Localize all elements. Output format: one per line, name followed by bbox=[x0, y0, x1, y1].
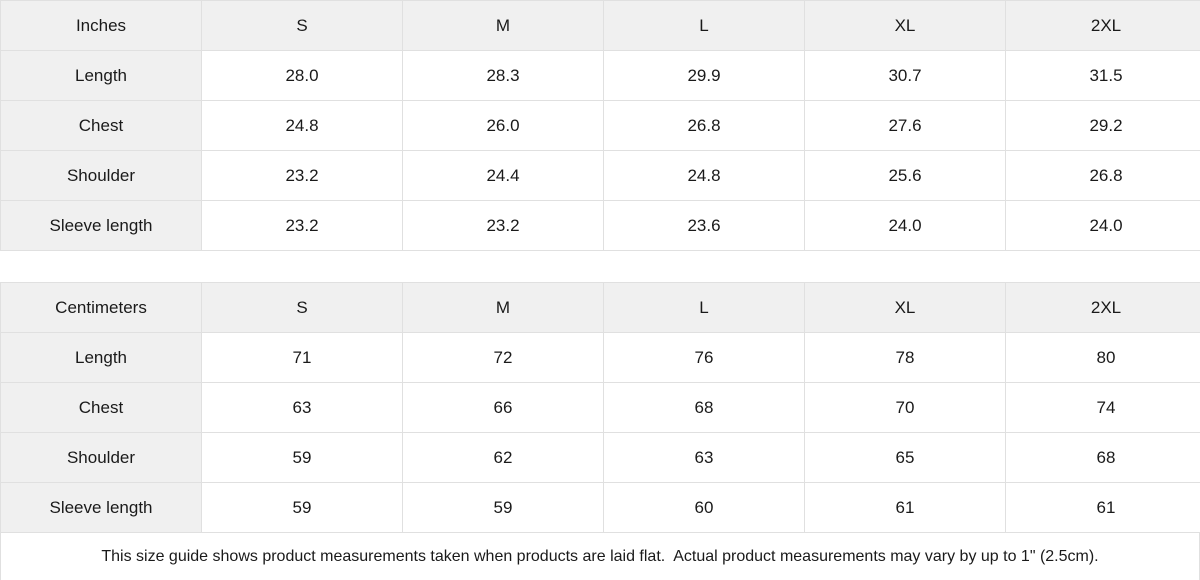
size-table-inches-body: Length 28.0 28.3 29.9 30.7 31.5 Chest 24.8 26.0 2… bbox=[0, 50, 1200, 251]
row-label: Sleeve length bbox=[0, 200, 202, 251]
row-label: Length bbox=[0, 332, 202, 383]
size-col-header: 2XL bbox=[1005, 282, 1200, 333]
size-cell: 23.2 bbox=[201, 200, 403, 251]
size-cell: 24.0 bbox=[804, 200, 1006, 251]
size-cell: 68 bbox=[603, 382, 805, 433]
table-row: Length 28.0 28.3 29.9 30.7 31.5 bbox=[0, 50, 1200, 101]
size-cell: 63 bbox=[201, 382, 403, 433]
size-cell: 29.2 bbox=[1005, 100, 1200, 151]
size-col-header: 2XL bbox=[1005, 0, 1200, 51]
size-table-centimeters-head: Centimeters S M L XL 2XL bbox=[0, 282, 1200, 333]
size-col-header: M bbox=[402, 0, 604, 51]
size-cell: 26.8 bbox=[603, 100, 805, 151]
size-cell: 28.3 bbox=[402, 50, 604, 101]
size-cell: 60 bbox=[603, 482, 805, 533]
row-label: Chest bbox=[0, 100, 202, 151]
table-row: Sleeve length 23.2 23.2 23.6 24.0 24.0 bbox=[0, 200, 1200, 251]
table-row: Shoulder 23.2 24.4 24.8 25.6 26.8 bbox=[0, 150, 1200, 201]
size-cell: 29.9 bbox=[603, 50, 805, 101]
size-cell: 59 bbox=[201, 482, 403, 533]
size-col-header: L bbox=[603, 282, 805, 333]
size-cell: 27.6 bbox=[804, 100, 1006, 151]
size-cell: 80 bbox=[1005, 332, 1200, 383]
table-row: Sleeve length 59 59 60 61 61 bbox=[0, 482, 1200, 533]
size-cell: 23.6 bbox=[603, 200, 805, 251]
size-cell: 26.0 bbox=[402, 100, 604, 151]
size-table-inches: Inches S M L XL 2XL Length 28.0 28.3 29.9 30.7 31.… bbox=[0, 0, 1200, 251]
size-table-inches-head: Inches S M L XL 2XL bbox=[0, 0, 1200, 51]
size-cell: 68 bbox=[1005, 432, 1200, 483]
size-col-header: XL bbox=[804, 0, 1006, 51]
size-col-header: M bbox=[402, 282, 604, 333]
row-label: Shoulder bbox=[0, 150, 202, 201]
size-cell: 59 bbox=[402, 482, 604, 533]
unit-header: Inches bbox=[0, 0, 202, 51]
unit-header: Centimeters bbox=[0, 282, 202, 333]
size-cell: 30.7 bbox=[804, 50, 1006, 101]
size-cell: 62 bbox=[402, 432, 604, 483]
size-cell: 76 bbox=[603, 332, 805, 383]
size-cell: 24.8 bbox=[201, 100, 403, 151]
size-col-header: XL bbox=[804, 282, 1006, 333]
size-cell: 26.8 bbox=[1005, 150, 1200, 201]
size-table-centimeters-body: Length 71 72 76 78 80 Chest 63 66 68 70 74 Shoulder 5… bbox=[0, 332, 1200, 533]
row-label: Sleeve length bbox=[0, 482, 202, 533]
row-label: Length bbox=[0, 50, 202, 101]
size-col-header: S bbox=[201, 282, 403, 333]
size-cell: 25.6 bbox=[804, 150, 1006, 201]
size-cell: 31.5 bbox=[1005, 50, 1200, 101]
size-table-centimeters: Centimeters S M L XL 2XL Length 71 72 76 78 80 Ches… bbox=[0, 282, 1200, 533]
size-cell: 24.0 bbox=[1005, 200, 1200, 251]
table-row: Shoulder 59 62 63 65 68 bbox=[0, 432, 1200, 483]
size-cell: 24.4 bbox=[402, 150, 604, 201]
header-row: Inches S M L XL 2XL bbox=[0, 0, 1200, 51]
row-label: Shoulder bbox=[0, 432, 202, 483]
size-cell: 63 bbox=[603, 432, 805, 483]
size-cell: 65 bbox=[804, 432, 1006, 483]
table-row: Length 71 72 76 78 80 bbox=[0, 332, 1200, 383]
size-cell: 70 bbox=[804, 382, 1006, 433]
size-cell: 23.2 bbox=[201, 150, 403, 201]
size-cell: 71 bbox=[201, 332, 403, 383]
table-row: Chest 63 66 68 70 74 bbox=[0, 382, 1200, 433]
table-row: Chest 24.8 26.0 26.8 27.6 29.2 bbox=[0, 100, 1200, 151]
size-cell: 59 bbox=[201, 432, 403, 483]
size-cell: 24.8 bbox=[603, 150, 805, 201]
size-col-header: S bbox=[201, 0, 403, 51]
size-cell: 28.0 bbox=[201, 50, 403, 101]
size-cell: 78 bbox=[804, 332, 1006, 383]
size-cell: 61 bbox=[804, 482, 1006, 533]
header-row: Centimeters S M L XL 2XL bbox=[0, 282, 1200, 333]
size-cell: 23.2 bbox=[402, 200, 604, 251]
size-cell: 72 bbox=[402, 332, 604, 383]
size-col-header: L bbox=[603, 0, 805, 51]
size-cell: 66 bbox=[402, 382, 604, 433]
size-cell: 74 bbox=[1005, 382, 1200, 433]
size-cell: 61 bbox=[1005, 482, 1200, 533]
table-gap bbox=[0, 251, 1200, 282]
row-label: Chest bbox=[0, 382, 202, 433]
size-guide-note: This size guide shows product measuremen… bbox=[0, 533, 1200, 580]
